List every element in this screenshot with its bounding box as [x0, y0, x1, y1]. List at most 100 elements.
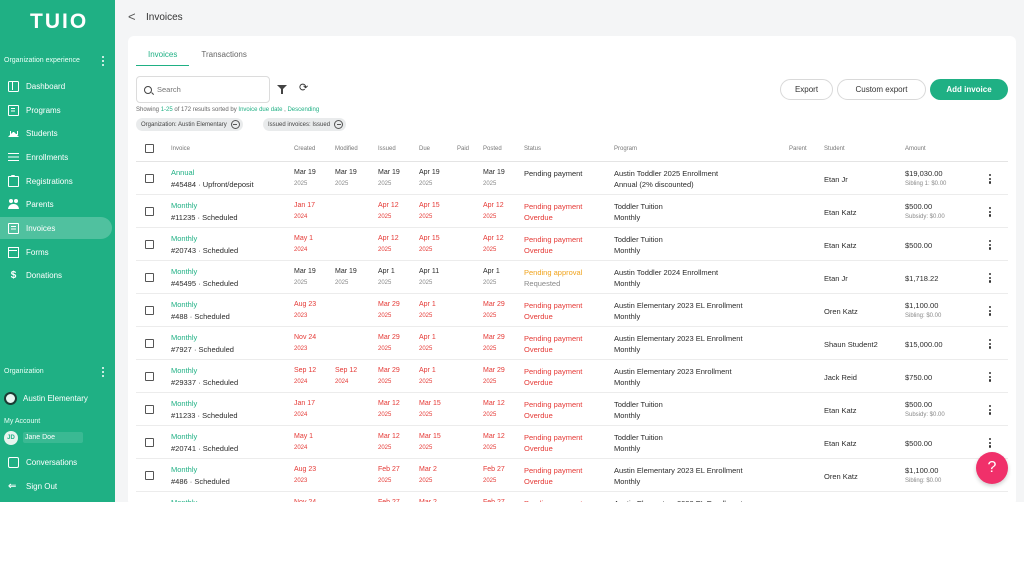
col-modified[interactable]: Modified: [335, 146, 358, 152]
row-checkbox[interactable]: [145, 339, 154, 348]
sidebar-item-label: Registrations: [26, 176, 73, 186]
issued-year: 2025: [378, 181, 392, 187]
col-created[interactable]: Created: [294, 146, 316, 152]
tab-invoices[interactable]: Invoices: [136, 48, 190, 66]
remove-chip-icon[interactable]: [230, 120, 240, 129]
invoice-type-link[interactable]: Monthly: [171, 432, 198, 441]
organization-menu-icon[interactable]: [102, 367, 105, 378]
row-checkbox[interactable]: [145, 207, 154, 216]
col-amount[interactable]: Amount: [905, 146, 926, 152]
due-year: 2025: [419, 313, 433, 319]
col-parent[interactable]: Parent: [789, 146, 807, 152]
invoice-type-link[interactable]: Monthly: [171, 234, 198, 243]
sidebar-item-forms[interactable]: Forms: [0, 241, 112, 263]
account-button[interactable]: JD Jane Doe: [4, 430, 108, 445]
row-checkbox[interactable]: [145, 240, 154, 249]
row-menu-icon[interactable]: [989, 207, 992, 218]
sidebar-item-parents[interactable]: Parents: [0, 193, 112, 215]
table-row[interactable]: Monthly #11235 · Scheduled Jan 17 2024 Apr 1…: [136, 195, 1008, 228]
invoice-type-link[interactable]: Monthly: [171, 267, 198, 276]
row-checkbox[interactable]: [145, 372, 154, 381]
col-paid[interactable]: Paid: [457, 146, 470, 152]
tuio-logo[interactable]: TUIO: [30, 10, 89, 33]
row-checkbox[interactable]: [145, 471, 154, 480]
due-year: 2025: [419, 280, 433, 286]
program-plan: Monthly: [614, 312, 641, 321]
table-row[interactable]: Annual #45484 · Upfront/deposit Mar 19 2025…: [136, 162, 1008, 195]
row-menu-icon[interactable]: [989, 174, 992, 185]
refresh-icon[interactable]: ⟳: [299, 82, 309, 94]
invoice-type-link[interactable]: Monthly: [171, 333, 198, 342]
chip-label: Issued invoices: Issued: [268, 121, 331, 128]
row-menu-icon[interactable]: [989, 273, 992, 284]
tab-transactions[interactable]: Transactions: [201, 50, 247, 59]
invoice-type-link[interactable]: Monthly: [171, 366, 198, 375]
invoice-type-link[interactable]: Monthly: [171, 465, 198, 474]
row-menu-icon[interactable]: [989, 405, 992, 416]
col-status[interactable]: Status: [524, 146, 542, 152]
row-menu-icon[interactable]: [989, 240, 992, 251]
organization-switcher[interactable]: Austin Elementary: [0, 387, 112, 409]
sidebar-item-enrollments[interactable]: Enrollments: [0, 146, 112, 168]
program-name: Austin Elementary 2023 EL Enrollment: [614, 301, 743, 310]
invoice-type-link[interactable]: Monthly: [171, 399, 198, 408]
select-all-checkbox[interactable]: [145, 144, 154, 153]
table-row[interactable]: Monthly #20743 · Scheduled May 1 2024 Apr 12…: [136, 228, 1008, 261]
row-menu-icon[interactable]: [989, 438, 992, 449]
sidebar-item-dashboard[interactable]: Dashboard: [0, 75, 112, 97]
sidebar-item-programs[interactable]: Programs: [0, 99, 112, 121]
table-row[interactable]: Monthly #20741 · Scheduled May 1 2024 Mar 12…: [136, 426, 1008, 459]
sidebar-item-conversations[interactable]: Conversations: [0, 451, 112, 473]
invoice-type-link[interactable]: Monthly: [171, 300, 198, 309]
results-summary: Showing 1-25 of 172 results sorted by In…: [136, 107, 319, 113]
row-menu-icon[interactable]: [989, 372, 992, 383]
sidebar-item-registrations[interactable]: Registrations: [0, 170, 112, 192]
table-row[interactable]: Monthly Nov 24 Feb 27 Mar 2 Feb 27 Pending pa…: [136, 492, 1008, 502]
add-invoice-button[interactable]: Add invoice: [930, 79, 1008, 100]
custom-export-button[interactable]: Custom export: [837, 79, 926, 100]
sidebar-item-students[interactable]: Students: [0, 122, 112, 144]
row-checkbox[interactable]: [145, 306, 154, 315]
row-checkbox[interactable]: [145, 405, 154, 414]
status-label: Pending approval: [524, 268, 583, 277]
invoice-type-link[interactable]: Monthly: [171, 201, 198, 210]
invoice-type-link[interactable]: Annual: [171, 168, 195, 177]
col-issued[interactable]: Issued: [378, 146, 396, 152]
col-posted[interactable]: Posted: [483, 146, 502, 152]
table-row[interactable]: Monthly #45495 · Scheduled Mar 19 2025 Mar 1…: [136, 261, 1008, 294]
amount-note: Sibling: $0.00: [905, 313, 942, 319]
table-row[interactable]: Monthly #486 · Scheduled Aug 23 2023 Feb 27 2…: [136, 459, 1008, 492]
created-date: Jan 17: [294, 400, 316, 407]
modified-date: Mar 19: [335, 169, 357, 176]
export-button[interactable]: Export: [780, 79, 833, 100]
col-invoice[interactable]: Invoice: [171, 146, 191, 152]
sort-order-link[interactable]: Descending: [287, 107, 320, 113]
search-input[interactable]: [157, 85, 257, 94]
row-checkbox[interactable]: [145, 273, 154, 282]
help-button[interactable]: ?: [976, 452, 1008, 484]
table-row[interactable]: Monthly #11233 · Scheduled Jan 17 2024 Mar 1…: [136, 393, 1008, 426]
invoice-type-link[interactable]: Monthly: [171, 498, 197, 502]
table-row[interactable]: Monthly #488 · Scheduled Aug 23 2023 Mar 29 2…: [136, 294, 1008, 327]
row-checkbox[interactable]: [145, 438, 154, 447]
list-icon: [8, 152, 19, 163]
results-range: 1-25: [160, 107, 173, 113]
table-row[interactable]: Monthly #7927 · Scheduled Nov 24 2023 Mar 29…: [136, 327, 1008, 360]
col-program[interactable]: Program: [614, 146, 638, 152]
row-menu-icon[interactable]: [989, 339, 992, 350]
filter-icon[interactable]: [277, 84, 288, 95]
sort-field-link[interactable]: Invoice due date: [238, 107, 283, 113]
row-checkbox[interactable]: [145, 174, 154, 183]
org-experience-menu-icon[interactable]: [102, 56, 105, 67]
remove-chip-icon[interactable]: [334, 120, 344, 129]
col-due[interactable]: Due: [419, 146, 431, 152]
sidebar-item-invoices[interactable]: Invoices: [0, 217, 112, 239]
col-student[interactable]: Student: [824, 146, 845, 152]
program-name: Austin Elementary 2023 Enrollment: [614, 367, 732, 376]
row-menu-icon[interactable]: [989, 306, 992, 317]
created-date: Sep 12: [294, 367, 317, 374]
back-button[interactable]: <: [128, 9, 136, 24]
table-row[interactable]: Monthly #29337 · Scheduled Sep 12 2024 Sep 1…: [136, 360, 1008, 393]
sidebar-item-donations[interactable]: $ Donations: [0, 264, 112, 286]
sidebar-item-sign-out[interactable]: ⇐ Sign Out: [0, 475, 112, 497]
